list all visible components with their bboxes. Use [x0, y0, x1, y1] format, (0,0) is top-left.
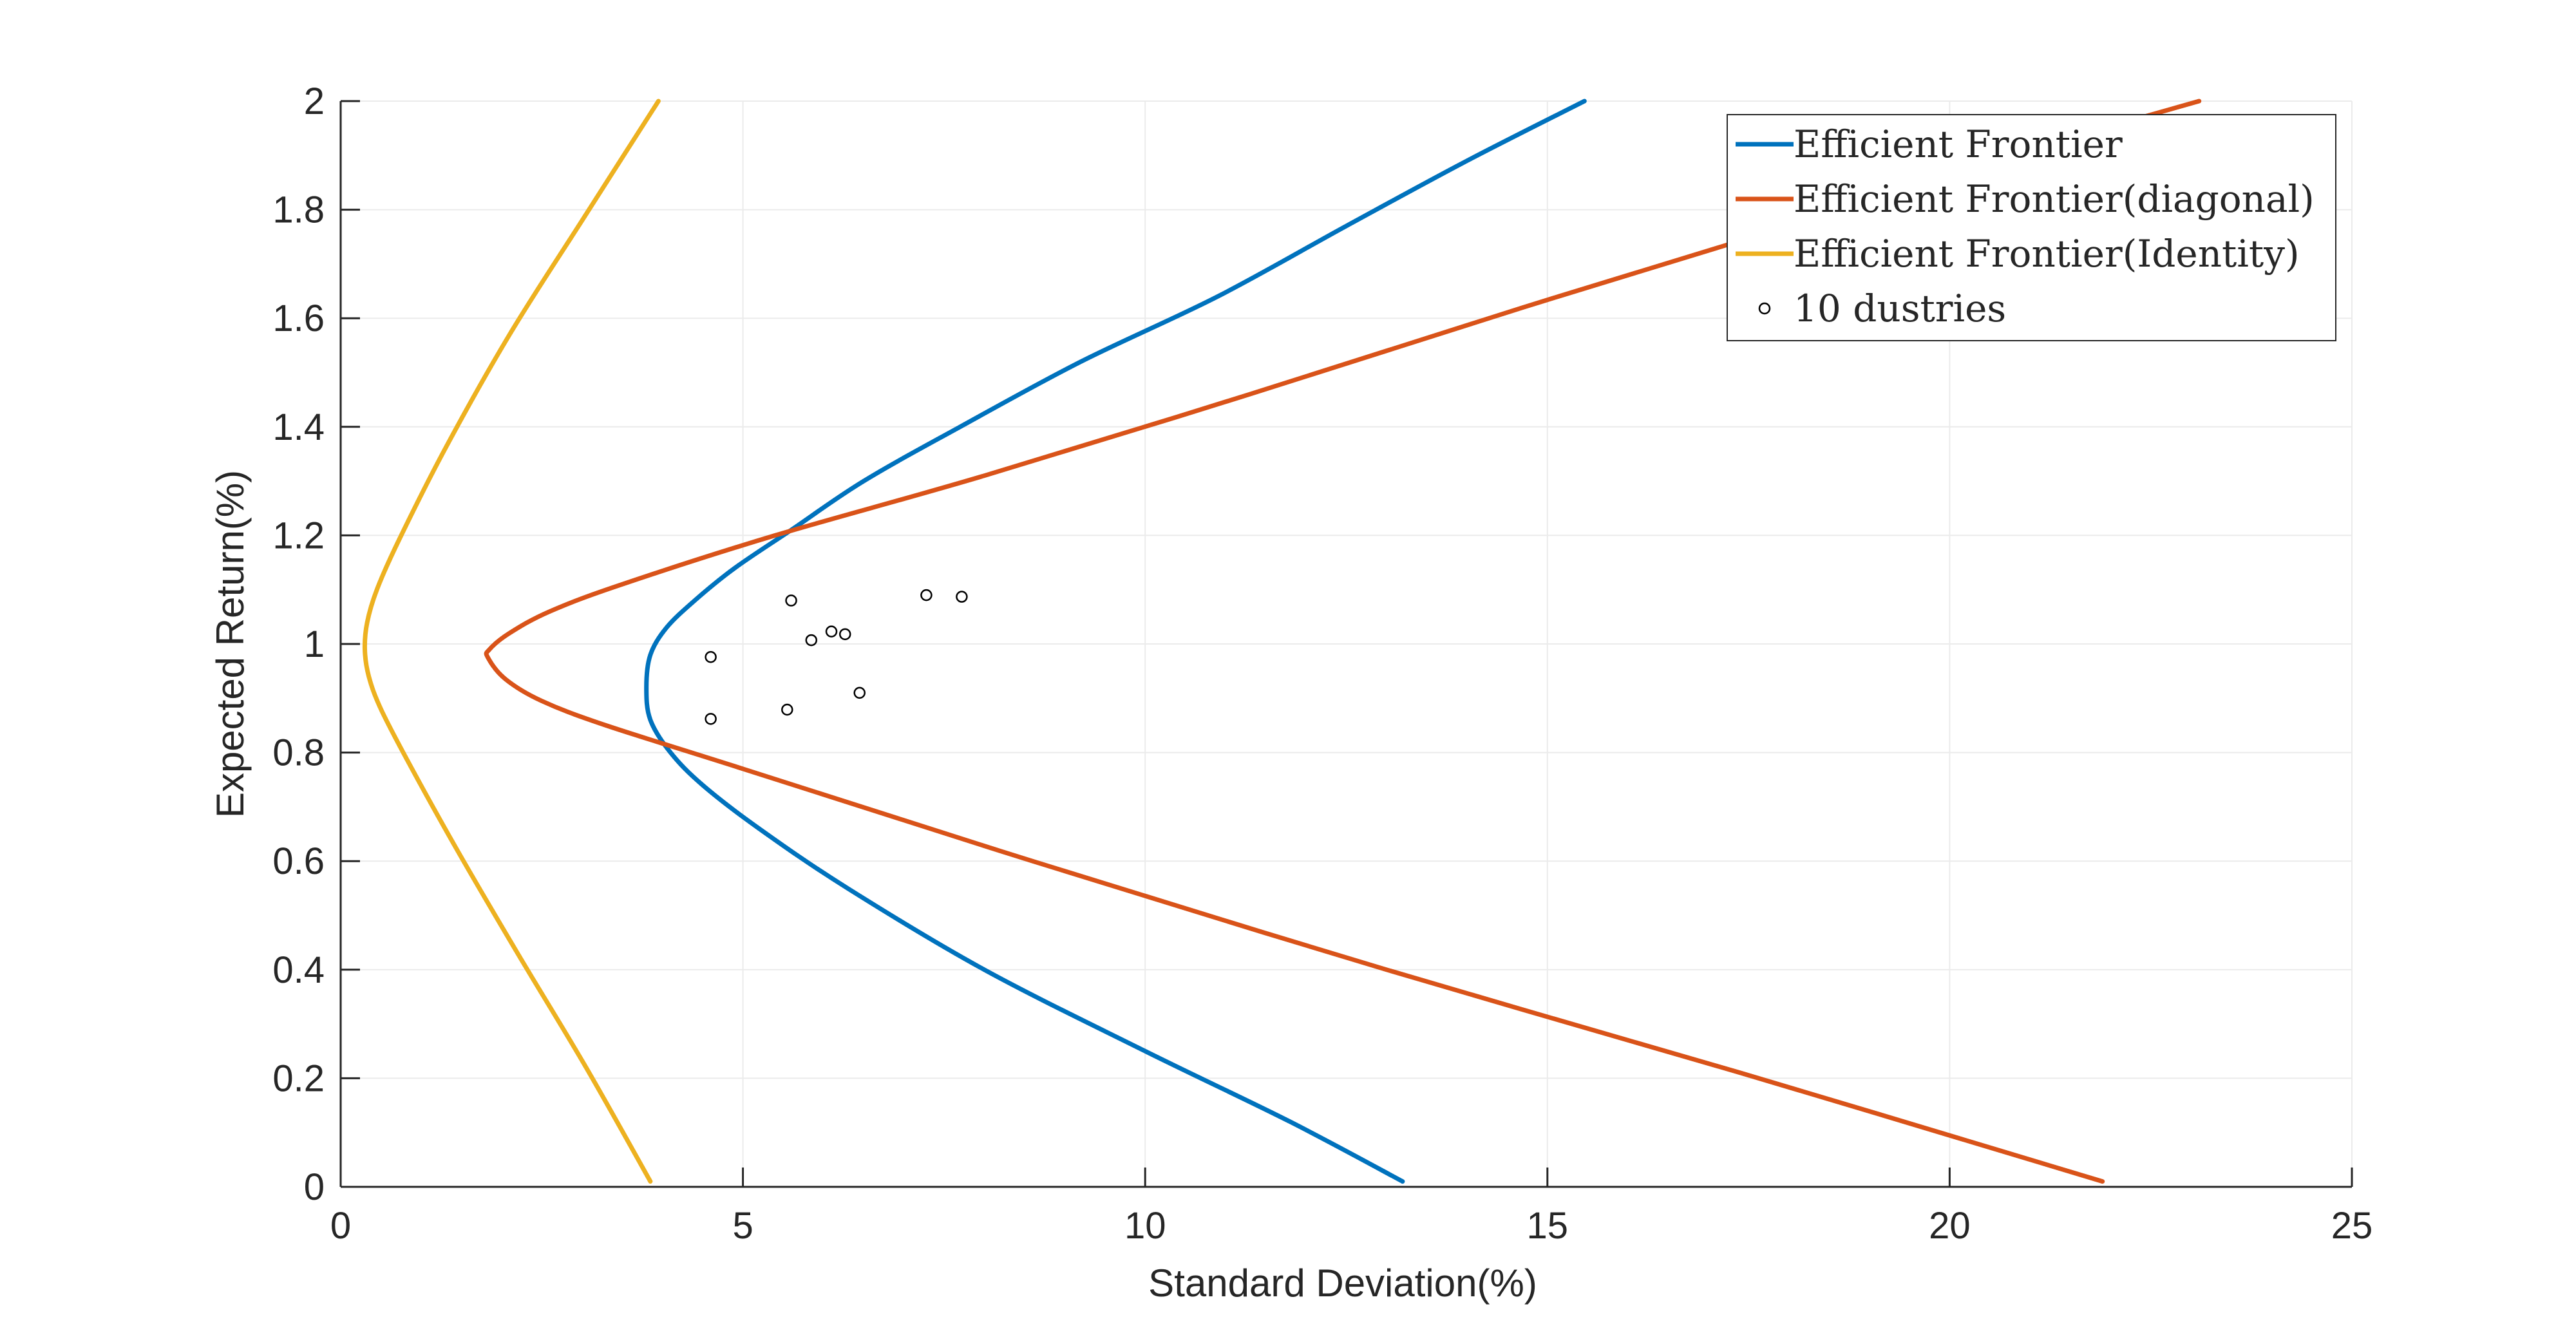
- industry-point: [920, 589, 933, 601]
- industry-point: [705, 713, 717, 725]
- industry-point: [805, 634, 818, 647]
- industry-point: [853, 686, 866, 699]
- y-tick-label: 1: [304, 623, 325, 665]
- y-axis-title: Expected Return(%): [209, 470, 252, 818]
- legend-label-frontier: Efficient Frontier: [1794, 122, 2123, 166]
- efficient-frontier-diagonal-line: [484, 99, 2202, 1184]
- efficient-frontier-line: [644, 99, 1587, 1184]
- x-tick-label: 5: [732, 1205, 753, 1247]
- legend-box: [1727, 114, 2336, 341]
- y-tick-label: 0.8: [272, 732, 325, 774]
- y-tick-label: 2: [304, 80, 325, 122]
- x-tick-label: 20: [1929, 1205, 1971, 1247]
- x-axis-title: Standard Deviation(%): [1148, 1262, 1537, 1305]
- efficient-frontier-identity-line: [362, 99, 661, 1184]
- industry-point: [838, 628, 851, 641]
- x-tick-label: 25: [2331, 1205, 2373, 1247]
- y-tick-label: 1.4: [272, 406, 325, 448]
- grid-lines: [340, 100, 2353, 1187]
- industry-point: [825, 625, 838, 638]
- y-tick-label: 1.6: [272, 298, 325, 339]
- industry-point: [785, 594, 797, 607]
- y-tick-label: 1.2: [272, 515, 325, 556]
- y-tick-label: 0: [304, 1166, 325, 1208]
- y-tick-label: 0.2: [272, 1057, 325, 1099]
- legend-label-diagonal: Efficient Frontier(diagonal): [1794, 177, 2315, 221]
- y-tick-label: 1.8: [272, 189, 325, 231]
- x-tick-label: 10: [1124, 1205, 1166, 1247]
- legend: Efficient Frontier Efficient Frontier(di…: [1727, 114, 2336, 341]
- x-tick-label: 15: [1527, 1205, 1569, 1247]
- y-tick-label: 0.4: [272, 949, 325, 991]
- y-tick-label: 0.6: [272, 840, 325, 882]
- legend-label-industries: 10 dustries: [1794, 287, 2006, 330]
- x-tick-label: 0: [330, 1205, 351, 1247]
- tick-marks: [339, 100, 2353, 1188]
- industry-point: [705, 650, 717, 663]
- industry-point: [781, 703, 793, 716]
- tick-labels: 0 5 10 15 20 25 0 0.2 0.4 0.6 0.8 1 1.2 1.4 1.6 1.8 2: [272, 80, 2372, 1247]
- legend-label-identity: Efficient Frontier(Identity): [1794, 232, 2300, 276]
- series-layer: [362, 99, 2202, 1184]
- industry-point: [956, 591, 968, 603]
- legend-marker-industries: [1758, 302, 1771, 315]
